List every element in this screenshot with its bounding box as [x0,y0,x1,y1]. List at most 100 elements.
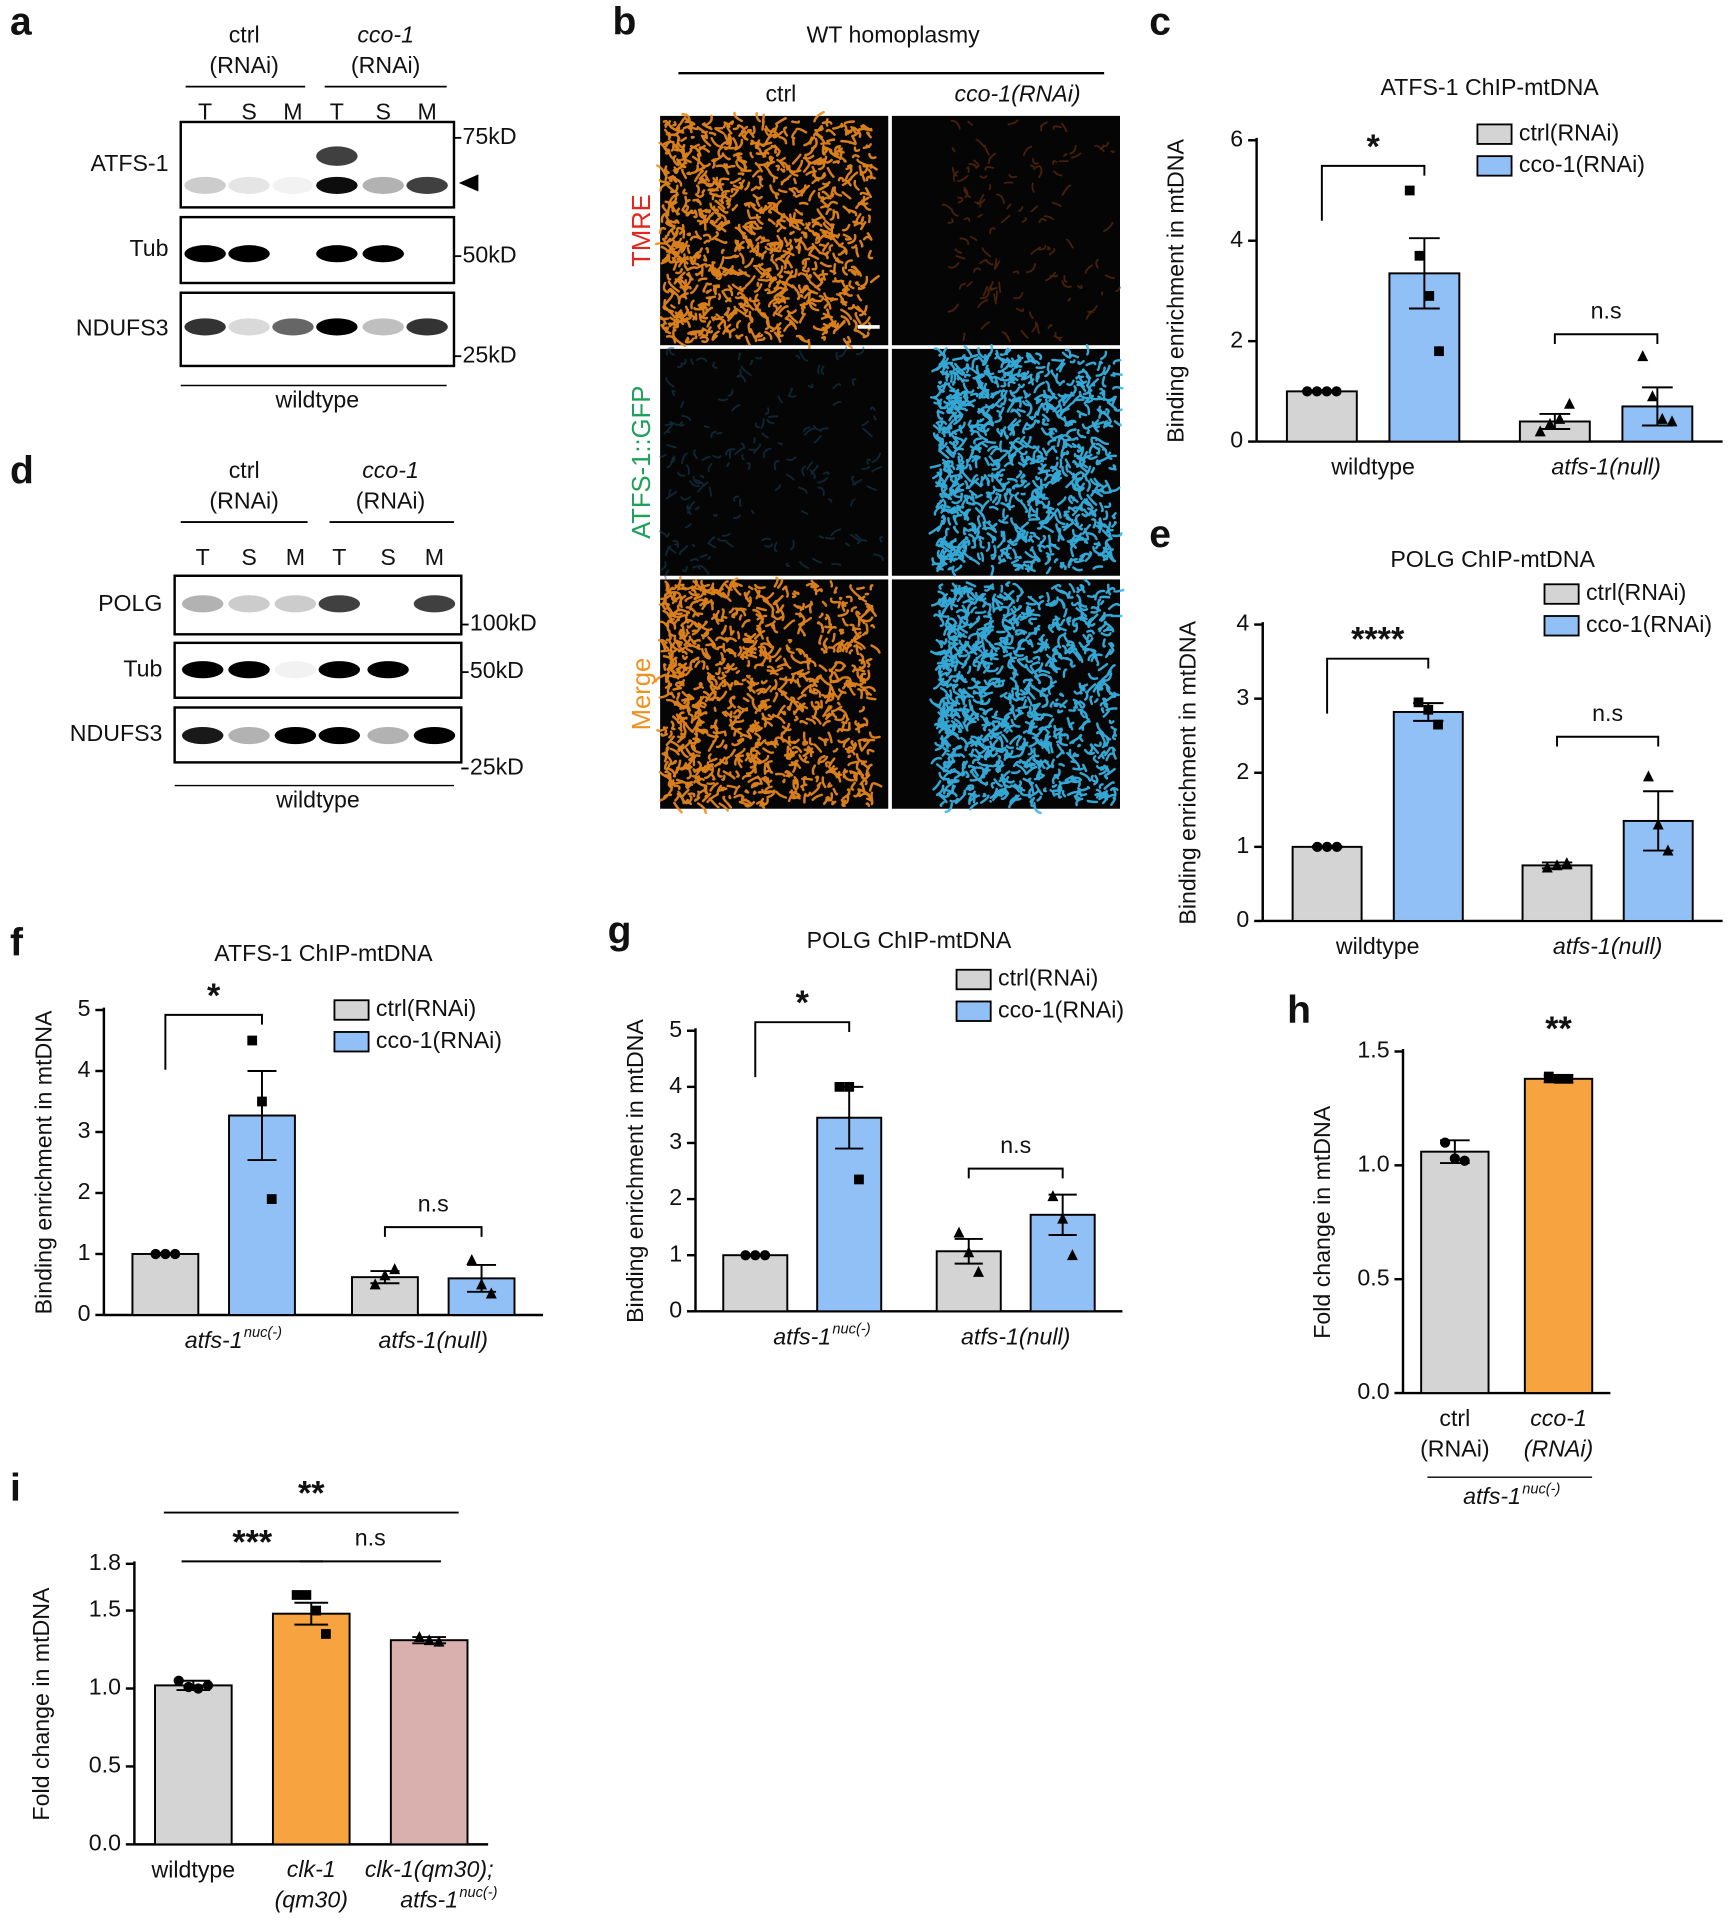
bar [935,1250,1002,1313]
legend-swatch [955,1000,992,1022]
x-tick-label: ctrl (RNAi) [1420,1405,1489,1461]
x-tick-label: atfs-1 [185,1327,243,1353]
blot-band [184,318,226,336]
legend-label: cco-1(RNAi) [1519,151,1645,177]
data-point [150,1248,161,1260]
marker-label: 50kD [463,241,517,267]
y-tick-label: 0.0 [1357,1378,1389,1404]
significance: ** [1545,1010,1572,1048]
blot-band [184,245,226,263]
micrograph [891,115,1122,346]
data-point [466,1253,478,1265]
panel-letter: g [608,909,632,952]
blot-band [181,595,224,613]
legend-swatch [1543,583,1580,605]
data-point [1666,415,1678,427]
y-tick-label: 4 [1236,610,1249,636]
data-point [301,1590,312,1600]
data-point [1066,1249,1078,1261]
data-point [1414,250,1425,261]
data-point [311,1605,322,1616]
marker-label: 100kD [470,610,537,636]
significance-bracket [754,1021,851,1078]
chart-title: POLG ChIP-mtDNA [807,927,1012,953]
significance: n.s [355,1525,386,1551]
bar [1392,711,1464,922]
blot-band [318,727,361,745]
data-point [1561,857,1573,869]
x-tick-superscript: nuc(-) [832,1321,870,1337]
y-tick-label: 0.0 [89,1829,121,1855]
row-label: Merge [628,658,656,731]
y-tick-label: 2 [669,1184,682,1210]
data-point [1047,1190,1059,1202]
lane-label: S [241,544,256,570]
legend-swatch [1476,155,1513,177]
significance-bracket [383,1226,483,1237]
legend-swatch [333,999,370,1021]
y-axis-label: Fold change in mtDNA [28,1587,54,1821]
data-point [1563,397,1575,409]
data-point [1553,1073,1564,1084]
panel-letter: i [10,1467,21,1510]
lane-label: M [417,99,436,125]
lane-label: M [283,99,302,125]
data-point [973,1265,984,1277]
micrograph [891,343,1124,577]
blot-band [181,661,224,679]
y-tick-label: 1 [78,1239,91,1265]
blot-band [228,595,270,613]
micrograph-bg [891,115,1121,346]
blot-band [316,176,358,194]
blot-band [228,661,270,679]
data-point [953,1226,965,1238]
y-tick-label: 5 [78,995,91,1021]
significance: n.s [418,1190,449,1216]
data-point [834,1081,845,1092]
legend-swatch [333,1031,370,1053]
data-point [160,1248,171,1260]
y-tick-label: 2 [1236,758,1249,784]
micrograph [654,576,889,815]
data-point [759,1250,771,1261]
data-point [1331,386,1342,397]
lane-label: S [380,544,395,570]
blot-band [367,661,409,679]
lane-label: T [196,544,210,570]
lane-label: T [198,99,212,125]
data-point [202,1680,214,1691]
data-point [170,1248,181,1260]
micrograph-bg [660,115,889,346]
x-tick-label: wildtype [1330,454,1415,480]
legend-label: ctrl(RNAi) [998,965,1098,991]
blot-label: Tub [129,235,168,261]
x-tick-superscript: nuc(-) [244,1325,282,1341]
micrograph-texture [654,576,883,815]
significance: *** [232,1523,273,1561]
lane-label: S [376,99,391,125]
marker-label: 25kD [463,341,517,367]
significance: * [207,977,221,1015]
panel-letter: c [1149,1,1171,44]
blot-band [362,318,404,336]
blot-band [413,595,456,613]
micrograph [659,346,889,579]
blot-band [184,176,226,194]
bar [154,1684,233,1846]
blot-band [272,176,314,194]
x-tick-label: cco-1 (RNAi) [1524,1405,1593,1461]
data-point [1563,1073,1574,1084]
bar [1523,1077,1594,1395]
significance-bracket [1553,333,1659,344]
x-tick-label: wildtype [151,1856,236,1882]
group-label-superscript: nuc(-) [1522,1481,1560,1497]
condition-suffix: (RNAi) [209,488,278,514]
significance-bracket [967,1167,1064,1179]
y-tick-label: 4 [669,1072,682,1098]
data-point [1321,841,1333,852]
blot-band [406,176,448,194]
bar [351,1276,419,1316]
condition-suffix: (RNAi) [351,52,420,78]
y-axis-label: Fold change in mtDNA [1309,1105,1335,1339]
y-tick-label: 2 [78,1178,91,1204]
